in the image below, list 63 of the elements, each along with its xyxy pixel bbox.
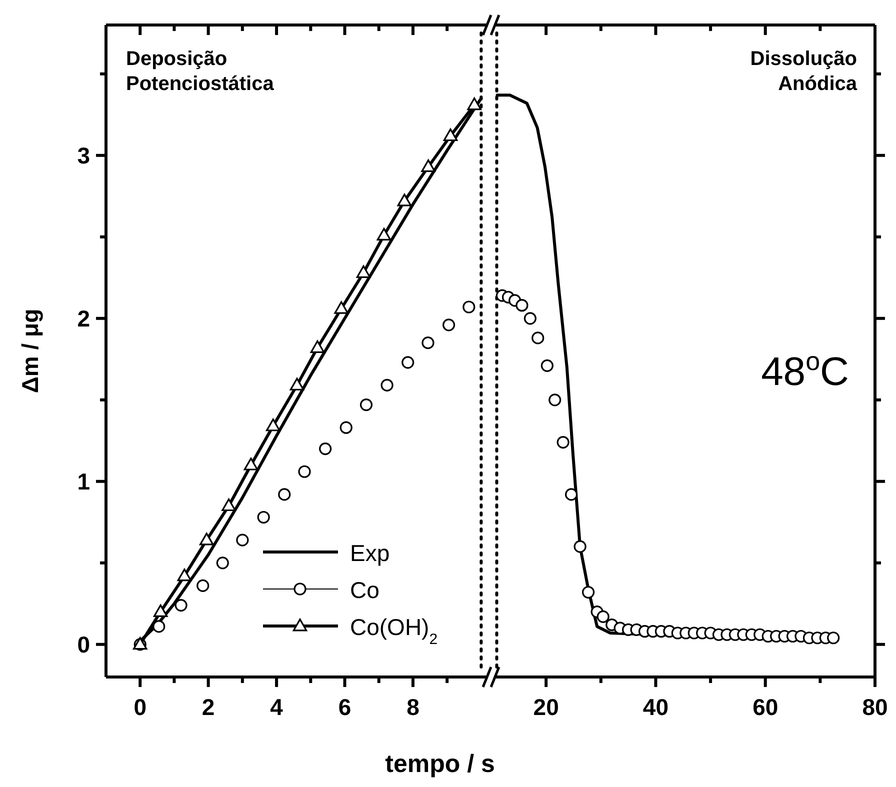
legend-label: Co(OH)$_{2}$ bbox=[350, 614, 438, 648]
point bbox=[266, 418, 280, 432]
point bbox=[421, 159, 436, 172]
y-tick-label: 3 bbox=[77, 142, 90, 168]
point bbox=[548, 394, 562, 406]
point bbox=[196, 579, 210, 592]
y-tick-label: 1 bbox=[77, 468, 90, 494]
point bbox=[360, 398, 373, 412]
point bbox=[152, 620, 166, 633]
y-axis-title: Δm / μg bbox=[17, 308, 43, 394]
point bbox=[556, 436, 570, 449]
point bbox=[174, 598, 188, 612]
point bbox=[564, 488, 578, 501]
point bbox=[467, 97, 482, 110]
x-tick-label: 60 bbox=[752, 694, 778, 720]
point bbox=[582, 586, 595, 599]
y-tick-label: 0 bbox=[77, 631, 90, 658]
point bbox=[177, 568, 192, 582]
point bbox=[153, 604, 168, 617]
x-tick-label: 4 bbox=[270, 694, 284, 720]
y-tick-label: 2 bbox=[77, 305, 90, 332]
legend-label: Exp bbox=[350, 540, 390, 566]
point bbox=[532, 332, 544, 344]
point bbox=[397, 194, 412, 206]
point bbox=[310, 340, 325, 353]
x-tick-label: 6 bbox=[338, 694, 352, 720]
point bbox=[442, 318, 456, 332]
point bbox=[216, 556, 229, 570]
point bbox=[319, 442, 332, 456]
point bbox=[290, 378, 304, 390]
point bbox=[443, 128, 458, 142]
point bbox=[236, 534, 249, 546]
x-tick-label: 8 bbox=[406, 694, 420, 720]
legend-label: Co bbox=[350, 577, 380, 603]
point bbox=[222, 498, 236, 512]
point bbox=[402, 356, 414, 369]
point bbox=[334, 301, 348, 314]
point bbox=[340, 421, 352, 434]
point bbox=[298, 465, 311, 478]
point bbox=[596, 610, 610, 623]
point bbox=[257, 510, 270, 524]
point bbox=[244, 458, 258, 470]
point bbox=[827, 632, 840, 644]
point bbox=[380, 378, 394, 392]
point bbox=[278, 488, 291, 501]
x-tick-label: 2 bbox=[202, 694, 215, 720]
point bbox=[356, 265, 371, 278]
point bbox=[524, 312, 536, 325]
x-axis-title: tempo / s bbox=[385, 750, 495, 778]
point bbox=[516, 299, 528, 312]
annotation: Dissolução Anódica bbox=[750, 48, 858, 95]
point bbox=[540, 359, 554, 372]
x-tick-label: 80 bbox=[862, 694, 888, 720]
point bbox=[376, 228, 392, 240]
annotation: 48$^{o}$C bbox=[761, 346, 849, 394]
x-tick-label: 40 bbox=[642, 694, 669, 720]
point bbox=[199, 532, 214, 546]
point bbox=[462, 300, 476, 314]
x-tick-label: 20 bbox=[533, 694, 559, 720]
x-tick-label: 0 bbox=[134, 694, 147, 720]
annotation: Deposição Potenciostática bbox=[126, 48, 275, 95]
point bbox=[422, 336, 434, 350]
point bbox=[574, 540, 586, 553]
